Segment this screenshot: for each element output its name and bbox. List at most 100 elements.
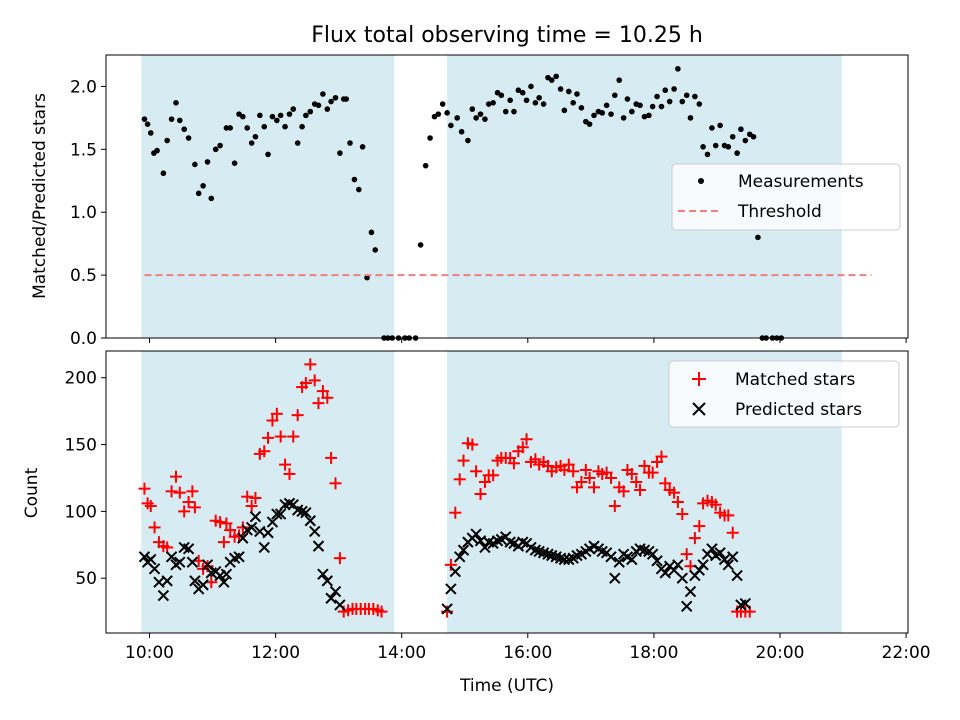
- predicted-stars-point: [174, 556, 186, 568]
- predicted-stars-point: [258, 541, 270, 554]
- matched-stars-point: [188, 501, 201, 514]
- measurement-point: [427, 135, 433, 141]
- matched-stars-point: [567, 465, 580, 478]
- predicted-stars-point: [321, 575, 334, 587]
- measurement-point: [144, 121, 151, 127]
- measurement-point: [482, 116, 488, 122]
- measurement-point: [523, 97, 530, 104]
- x-tick-label: 18:00: [629, 643, 678, 663]
- predicted-stars-point: [317, 568, 329, 580]
- matched-stars-point: [316, 385, 329, 398]
- measurement-point: [750, 133, 757, 140]
- predicted-stars-point: [529, 544, 542, 556]
- measurement-point: [570, 99, 577, 106]
- y-tick-label: 150: [65, 436, 97, 456]
- predicted-stars-point: [479, 541, 491, 554]
- measurement-point: [257, 112, 263, 119]
- bottom-x-axis: 10:00 12:00 14:00 16:00 18:00 20:00 22:00: [125, 633, 931, 663]
- matched-stars-point: [182, 496, 195, 509]
- measurement-point: [231, 160, 238, 166]
- matched-stars-point: [474, 488, 487, 501]
- matched-stars-point: [453, 473, 466, 486]
- matched-stars-point: [186, 485, 199, 498]
- matched-stars-point: [579, 463, 592, 476]
- measurement-point: [709, 125, 715, 131]
- matched-stars-point: [304, 358, 317, 371]
- matched-stars-point: [659, 477, 672, 490]
- threshold-legend-label: Threshold: [737, 202, 822, 222]
- matched-stars-point: [588, 481, 601, 494]
- matched-stars-point: [507, 457, 520, 470]
- predicted-stars-point: [329, 585, 342, 598]
- matched-stars-point: [520, 433, 533, 446]
- predicted-stars-point: [157, 589, 170, 602]
- predicted-stars-point: [245, 521, 258, 534]
- matched-stars-point: [638, 459, 651, 472]
- top-axes-frame: [105, 54, 909, 339]
- predicted-stars-point: [218, 576, 230, 588]
- predicted-stars-point: [457, 544, 470, 556]
- measurement-point: [356, 186, 362, 193]
- matched-stars-point: [562, 458, 575, 471]
- measurement-point: [734, 150, 740, 156]
- measurement-point: [200, 183, 206, 189]
- measurement-point: [332, 94, 339, 101]
- matched-stars-point: [329, 477, 342, 490]
- bottom-legend: Matched stars Predicted stars: [668, 360, 900, 428]
- measurement-point: [372, 247, 379, 253]
- measurement-point: [422, 162, 429, 169]
- bottom-y-axis: 50 100 150 200: [65, 369, 106, 589]
- measurement-point: [586, 121, 593, 127]
- predicted-stars-point: [145, 553, 157, 566]
- measurement-point: [700, 144, 706, 150]
- predicted-stars-point: [161, 575, 173, 587]
- measurement-point: [277, 112, 284, 119]
- matched-stars-point: [583, 471, 596, 484]
- measurements-legend-marker: [698, 178, 704, 184]
- predicted-stars-point: [609, 572, 621, 584]
- predicted-stars-point: [706, 543, 718, 555]
- matched-stars-point: [236, 521, 249, 534]
- measurement-point: [565, 88, 572, 95]
- measurement-point: [532, 99, 539, 106]
- matched-stars-point: [625, 467, 638, 480]
- matched-stars-point: [655, 450, 668, 463]
- measurement-point: [217, 142, 223, 149]
- measurement-point: [649, 103, 656, 110]
- measurement-point: [704, 151, 711, 158]
- measurement-point: [696, 101, 703, 107]
- predicted-stars-legend-label: Predicted stars: [735, 400, 862, 420]
- matched-stars-point: [605, 471, 618, 484]
- measurement-point: [620, 115, 627, 121]
- x-tick-label: 10:00: [125, 643, 174, 663]
- measurement-point: [654, 93, 660, 100]
- matched-stars-point: [671, 496, 684, 509]
- measurement-point: [454, 115, 460, 121]
- measurement-point: [337, 150, 343, 156]
- measurement-point: [662, 87, 669, 94]
- measurement-point: [603, 102, 610, 109]
- matched-stars-point: [466, 438, 479, 451]
- predicted-stars-point: [182, 543, 195, 555]
- predicted-stars-point: [304, 515, 316, 527]
- measurement-point: [439, 101, 446, 107]
- measurement-point: [286, 111, 293, 117]
- matched-stars-point: [249, 492, 262, 505]
- matched-stars-point: [205, 576, 218, 589]
- matched-stars-point: [178, 505, 191, 518]
- measurement-point: [557, 86, 564, 92]
- measurement-point: [141, 116, 148, 122]
- bottom-legend-box: [668, 360, 900, 428]
- predicted-stars-point: [613, 556, 625, 568]
- measurement-point: [578, 105, 585, 111]
- top-legend: Measurements Threshold: [671, 163, 901, 231]
- predicted-stars-point: [138, 551, 151, 563]
- measurement-point: [629, 108, 635, 115]
- measurement-point: [328, 98, 334, 105]
- matched-stars-point: [138, 482, 151, 495]
- matched-stars-point: [726, 526, 739, 539]
- measurement-point: [646, 112, 652, 119]
- matched-stars-point: [245, 500, 258, 513]
- matched-stars-point: [299, 377, 312, 390]
- measurement-point: [679, 98, 686, 105]
